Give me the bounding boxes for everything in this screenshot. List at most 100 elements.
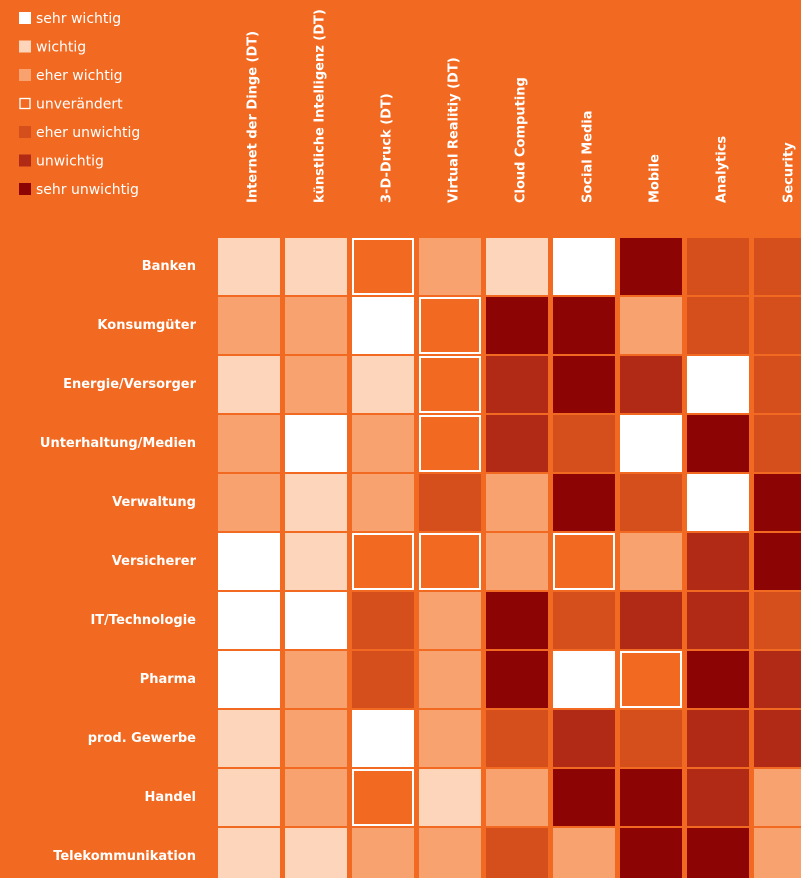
cell: [754, 356, 801, 413]
cell: [419, 828, 481, 878]
cell: [285, 769, 347, 826]
legend-label: eher unwichtig: [36, 125, 140, 141]
cell: [620, 533, 682, 590]
cell: [218, 474, 280, 531]
cell: [352, 769, 414, 826]
cell: [285, 592, 347, 649]
cell: [486, 238, 548, 295]
cell: [620, 651, 682, 708]
legend-swatch: [19, 12, 31, 24]
legend-swatch: [19, 97, 31, 110]
cell: [285, 710, 347, 767]
cell: [754, 710, 801, 767]
cell: [620, 415, 682, 472]
cell: [687, 651, 749, 708]
cell: [553, 356, 615, 413]
cell: [486, 651, 548, 708]
cell: [419, 297, 481, 354]
cell: [218, 592, 280, 649]
cell: [419, 769, 481, 826]
cell: [553, 474, 615, 531]
legend-label: unwichtig: [36, 154, 104, 170]
cell: [754, 769, 801, 826]
legend-label: wichtig: [36, 40, 86, 56]
cell: [553, 533, 615, 590]
row-label: IT/Technologie: [90, 613, 196, 628]
cell: [553, 297, 615, 354]
legend-swatch: [19, 126, 31, 138]
cell: [218, 651, 280, 708]
cell: [419, 415, 481, 472]
cell: [687, 533, 749, 590]
row-label: Handel: [145, 790, 197, 805]
cell: [352, 533, 414, 590]
cell: [218, 238, 280, 295]
cell: [620, 297, 682, 354]
cell: [352, 297, 414, 354]
cell: [419, 710, 481, 767]
row-label: Konsumgüter: [97, 318, 196, 333]
cell: [486, 297, 548, 354]
cell: [285, 356, 347, 413]
cell: [754, 474, 801, 531]
cell: [218, 769, 280, 826]
cell: [285, 828, 347, 878]
cell: [754, 651, 801, 708]
cell: [218, 710, 280, 767]
cell: [419, 533, 481, 590]
cell: [486, 533, 548, 590]
column-header: Cloud Computing: [514, 77, 529, 203]
cell: [352, 651, 414, 708]
cell: [687, 415, 749, 472]
cell: [285, 533, 347, 590]
cell: [486, 356, 548, 413]
cell: [553, 238, 615, 295]
cell: [687, 592, 749, 649]
legend-label: sehr wichtig: [36, 11, 121, 27]
row-label: Unterhaltung/Medien: [40, 436, 196, 451]
legend-label: sehr unwichtig: [36, 182, 139, 198]
cell: [352, 474, 414, 531]
cell: [754, 415, 801, 472]
row-label: Telekommunikation: [53, 849, 196, 864]
column-header: Security: [782, 142, 797, 203]
cell: [620, 356, 682, 413]
cell: [352, 828, 414, 878]
row-label: Verwaltung: [112, 495, 196, 510]
cell: [553, 651, 615, 708]
cell: [352, 710, 414, 767]
cell: [620, 592, 682, 649]
cell: [285, 415, 347, 472]
cell: [754, 533, 801, 590]
cell: [620, 710, 682, 767]
column-header: Analytics: [715, 136, 730, 203]
cell: [486, 474, 548, 531]
cell: [553, 710, 615, 767]
cell: [754, 828, 801, 878]
cell: [754, 297, 801, 354]
cell: [419, 356, 481, 413]
row-label: prod. Gewerbe: [88, 731, 196, 746]
cell: [419, 651, 481, 708]
cell: [687, 710, 749, 767]
cell: [620, 474, 682, 531]
cell: [486, 828, 548, 878]
column-header: Mobile: [648, 154, 663, 203]
cell: [553, 592, 615, 649]
column-header: Social Media: [581, 111, 596, 204]
column-header: künstliche Intelligenz (DT): [313, 9, 328, 203]
cell: [419, 474, 481, 531]
cell: [285, 297, 347, 354]
cell: [352, 415, 414, 472]
cell: [218, 356, 280, 413]
column-header: 3-D-Druck (DT): [380, 93, 395, 203]
cell: [620, 238, 682, 295]
cell: [285, 474, 347, 531]
cell: [218, 828, 280, 878]
cell: [218, 415, 280, 472]
cell: [285, 238, 347, 295]
cell: [687, 356, 749, 413]
row-label: Banken: [142, 259, 196, 274]
cell: [687, 297, 749, 354]
cell: [352, 238, 414, 295]
